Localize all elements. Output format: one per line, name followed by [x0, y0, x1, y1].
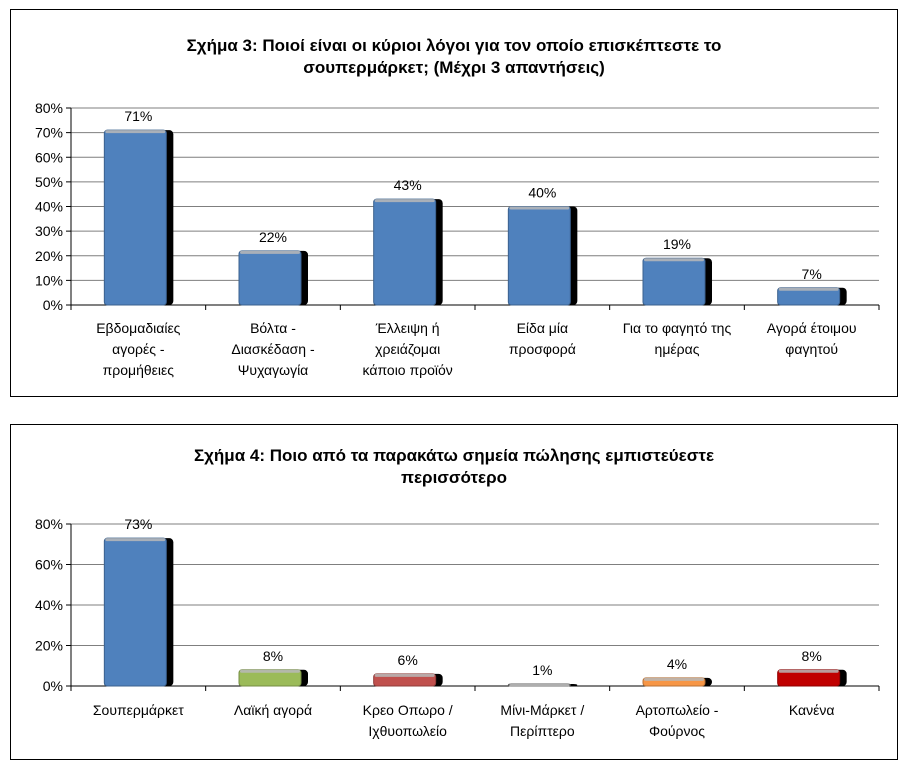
- bar: [373, 673, 443, 687]
- bar: [238, 250, 308, 306]
- category-label: Είδα μία: [517, 320, 569, 336]
- chart-panel-1: Σχήμα 3: Ποιοί είναι οι κύριοι λόγοι για…: [10, 9, 898, 397]
- category-label: Αγορά έτοιμου: [767, 320, 857, 336]
- y-tick-label: 40%: [35, 597, 63, 613]
- chart-title-line-1: Σχήμα 4: Ποιο από τα παρακάτω σημεία πώλ…: [193, 446, 715, 465]
- data-label: 22%: [259, 229, 287, 245]
- y-tick-label: 40%: [35, 199, 63, 215]
- data-label: 8%: [263, 648, 283, 664]
- bar: [373, 198, 443, 306]
- data-label: 6%: [398, 652, 418, 668]
- category-label: Λαϊκή αγορά: [234, 702, 312, 718]
- category-label: Μίνι-Μάρκετ /: [500, 702, 584, 718]
- y-tick-label: 60%: [35, 557, 63, 573]
- bar: [238, 669, 308, 687]
- data-label: 4%: [667, 656, 687, 672]
- chart-title: Σχήμα 3: Ποιοί είναι οι κύριοι λόγοι για…: [11, 35, 897, 79]
- y-tick-label: 0%: [43, 297, 63, 313]
- bar-chart-1: 0% 10% 20% 30% 40% 50% 60% 70% 80% 71% Εβδομαδιαίε…: [35, 100, 880, 378]
- category-label: Έλλειψη ή: [375, 320, 440, 336]
- bar: [777, 287, 847, 306]
- y-tick-label: 0%: [43, 678, 63, 694]
- data-label: 7%: [802, 266, 822, 282]
- y-tick-label: 20%: [35, 638, 63, 654]
- bar: [642, 257, 712, 306]
- data-label: 71%: [124, 108, 152, 124]
- category-label: Ιχθυοπωλείο: [368, 723, 447, 739]
- bar: [103, 537, 174, 687]
- data-label: 8%: [802, 648, 822, 664]
- y-tick-label: 20%: [35, 248, 63, 264]
- category-label: φαγητού: [785, 341, 838, 357]
- category-label: Για το φαγητό της: [623, 320, 732, 336]
- bar: [777, 669, 847, 687]
- category-label: Διασκέδαση -: [231, 341, 315, 357]
- data-label: 40%: [528, 185, 556, 201]
- y-tick-label: 30%: [35, 223, 63, 239]
- bar-chart-2: 0% 20% 40% 60% 80% 73% Σουπερμάρκετ 8% Λαϊκή αγο…: [35, 516, 880, 739]
- category-label: χρειάζομαι: [375, 341, 440, 357]
- category-label: Ψυχαγωγία: [238, 362, 309, 378]
- chart-title-line-2: περισσότερο: [400, 468, 508, 487]
- data-label: 73%: [124, 516, 152, 532]
- category-label: Κανένα: [789, 702, 835, 718]
- category-label: Βόλτα -: [250, 320, 296, 336]
- chart-title: Σχήμα 4: Ποιο από τα παρακάτω σημεία πώλ…: [11, 445, 897, 489]
- bar: [103, 129, 174, 306]
- bar: [507, 206, 578, 306]
- category-label: Εβδομαδιαίες: [96, 320, 180, 336]
- category-label: Φούρνος: [649, 723, 705, 739]
- chart-title-line-1: Σχήμα 3: Ποιοί είναι οι κύριοι λόγοι για…: [186, 36, 722, 55]
- category-label: Σουπερμάρκετ: [93, 702, 184, 718]
- category-label: Κρεο Οπωρο /: [363, 702, 453, 718]
- data-label: 43%: [394, 177, 422, 193]
- category-label: Αρτοπωλείο -: [636, 702, 719, 718]
- category-label: προμήθειες: [103, 362, 175, 378]
- chart-title-line-2: σουπερμάρκετ; (Μέχρι 3 απαντήσεις): [303, 58, 605, 77]
- category-label: Περίπτερο: [510, 723, 575, 739]
- y-tick-label: 50%: [35, 174, 63, 190]
- data-label: 19%: [663, 236, 691, 252]
- bar: [642, 677, 712, 687]
- y-tick-label: 60%: [35, 149, 63, 165]
- category-label: ημέρας: [655, 341, 700, 357]
- category-label: αγορές -: [112, 341, 165, 357]
- bar: [507, 683, 578, 687]
- data-label: 1%: [532, 662, 552, 678]
- y-tick-label: 80%: [35, 516, 63, 532]
- category-label: προσφορά: [509, 341, 576, 357]
- y-tick-label: 10%: [35, 272, 63, 288]
- y-tick-label: 70%: [35, 125, 63, 141]
- y-tick-label: 80%: [35, 100, 63, 116]
- category-label: κάποιο προϊόν: [363, 362, 453, 378]
- chart-panel-2: Σχήμα 4: Ποιο από τα παρακάτω σημεία πώλ…: [10, 424, 898, 760]
